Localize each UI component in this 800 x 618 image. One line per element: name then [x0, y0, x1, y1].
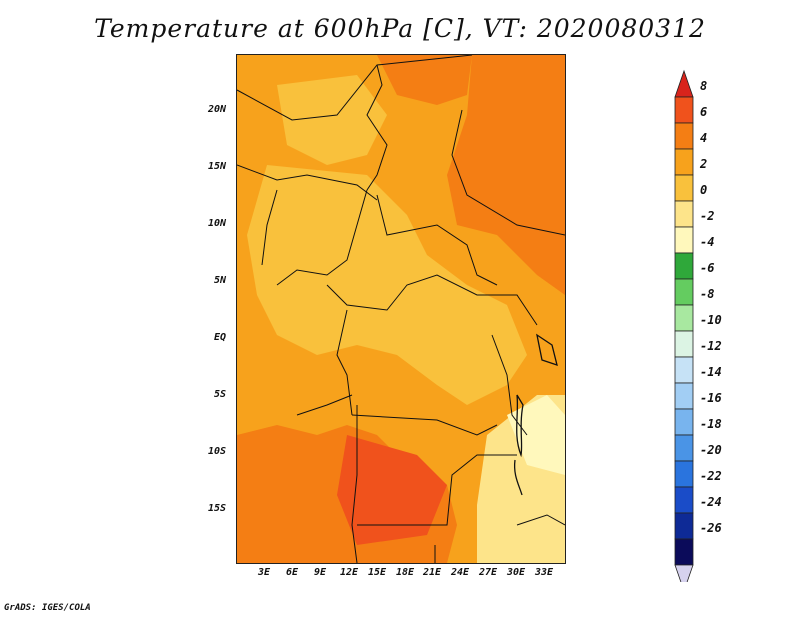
colorbar-swatch — [674, 408, 694, 436]
colorbar-swatch — [674, 122, 694, 150]
lon-tick-label: 3E — [258, 567, 271, 578]
colorbar-tick-label: -14 — [700, 365, 722, 379]
colorbar-bottom-arrow — [674, 564, 694, 582]
colorbar-tick-label: 2 — [700, 157, 708, 171]
lon-tick-label: 15E — [368, 567, 387, 578]
country-borders — [237, 55, 565, 563]
colorbar-swatch — [674, 226, 694, 254]
colorbar-swatch — [674, 278, 694, 306]
colorbar-tick-label: 6 — [700, 105, 708, 119]
colorbar-swatch — [674, 252, 694, 280]
lat-tick-label: 10S — [208, 446, 227, 457]
field-cool-interior — [247, 165, 527, 405]
map-panel — [236, 54, 566, 564]
lat-tick-label: 10N — [208, 218, 227, 229]
colorbar-tick-label: -2 — [700, 209, 715, 223]
colorbar-swatch — [674, 330, 694, 358]
field-cool-sahara — [277, 75, 387, 165]
lat-tick-label: 15S — [208, 503, 227, 514]
colorbar-tick-label: -20 — [700, 443, 722, 457]
colorbar-swatch — [674, 96, 694, 124]
colorbar-tick-label: -6 — [700, 261, 715, 275]
lon-tick-label: 30E — [507, 567, 526, 578]
colorbar-tick-label: -16 — [700, 391, 722, 405]
lat-tick-label: 15N — [208, 161, 227, 172]
lat-tick-label: 5N — [214, 275, 227, 286]
colorbar-swatch — [674, 486, 694, 514]
colorbar-swatch — [674, 356, 694, 384]
colorbar-swatch — [674, 200, 694, 228]
colorbar-swatch — [674, 174, 694, 202]
colorbar-tick-label: -26 — [700, 521, 722, 535]
lon-tick-label: 18E — [396, 567, 415, 578]
colorbar-swatch — [674, 304, 694, 332]
colorbar-swatch — [674, 382, 694, 410]
colorbar — [674, 69, 694, 582]
colorbar-tick-label: -10 — [700, 313, 722, 327]
colorbar-tick-label: 0 — [700, 183, 708, 197]
field-warm-northeast — [447, 55, 565, 295]
field-warm-north — [377, 55, 472, 105]
colorbar-tick-label: -18 — [700, 417, 722, 431]
lon-tick-label: 9E — [314, 567, 327, 578]
credit-text: GrADS: IGES/COLA — [4, 603, 91, 613]
lat-tick-label: EQ — [214, 332, 227, 343]
colorbar-swatch — [674, 538, 694, 566]
lon-tick-label: 21E — [423, 567, 442, 578]
colorbar-swatch — [674, 460, 694, 488]
lakes — [513, 333, 558, 496]
map-title: Temperature at 600hPa [C], VT: 202008031… — [94, 14, 706, 43]
lat-tick-label: 5S — [214, 389, 227, 400]
lon-tick-label: 6E — [286, 567, 299, 578]
field-hot-angola — [337, 435, 447, 545]
colorbar-tick-label: 8 — [700, 79, 708, 93]
colorbar-tick-label: -8 — [700, 287, 715, 301]
colorbar-tick-label: 4 — [700, 131, 708, 145]
colorbar-tick-label: -4 — [700, 235, 715, 249]
lon-tick-label: 33E — [535, 567, 554, 578]
colorbar-swatch — [674, 512, 694, 540]
colorbar-swatch — [674, 434, 694, 462]
lon-tick-label: 24E — [451, 567, 470, 578]
lon-tick-label: 27E — [479, 567, 498, 578]
colorbar-top-arrow — [674, 69, 694, 98]
colorbar-tick-label: -24 — [700, 495, 722, 509]
colorbar-tick-label: -12 — [700, 339, 722, 353]
colorbar-swatch — [674, 148, 694, 176]
colorbar-tick-label: -22 — [700, 469, 722, 483]
lon-tick-label: 12E — [340, 567, 359, 578]
lat-tick-label: 20N — [208, 104, 227, 115]
temperature-field — [237, 55, 565, 563]
